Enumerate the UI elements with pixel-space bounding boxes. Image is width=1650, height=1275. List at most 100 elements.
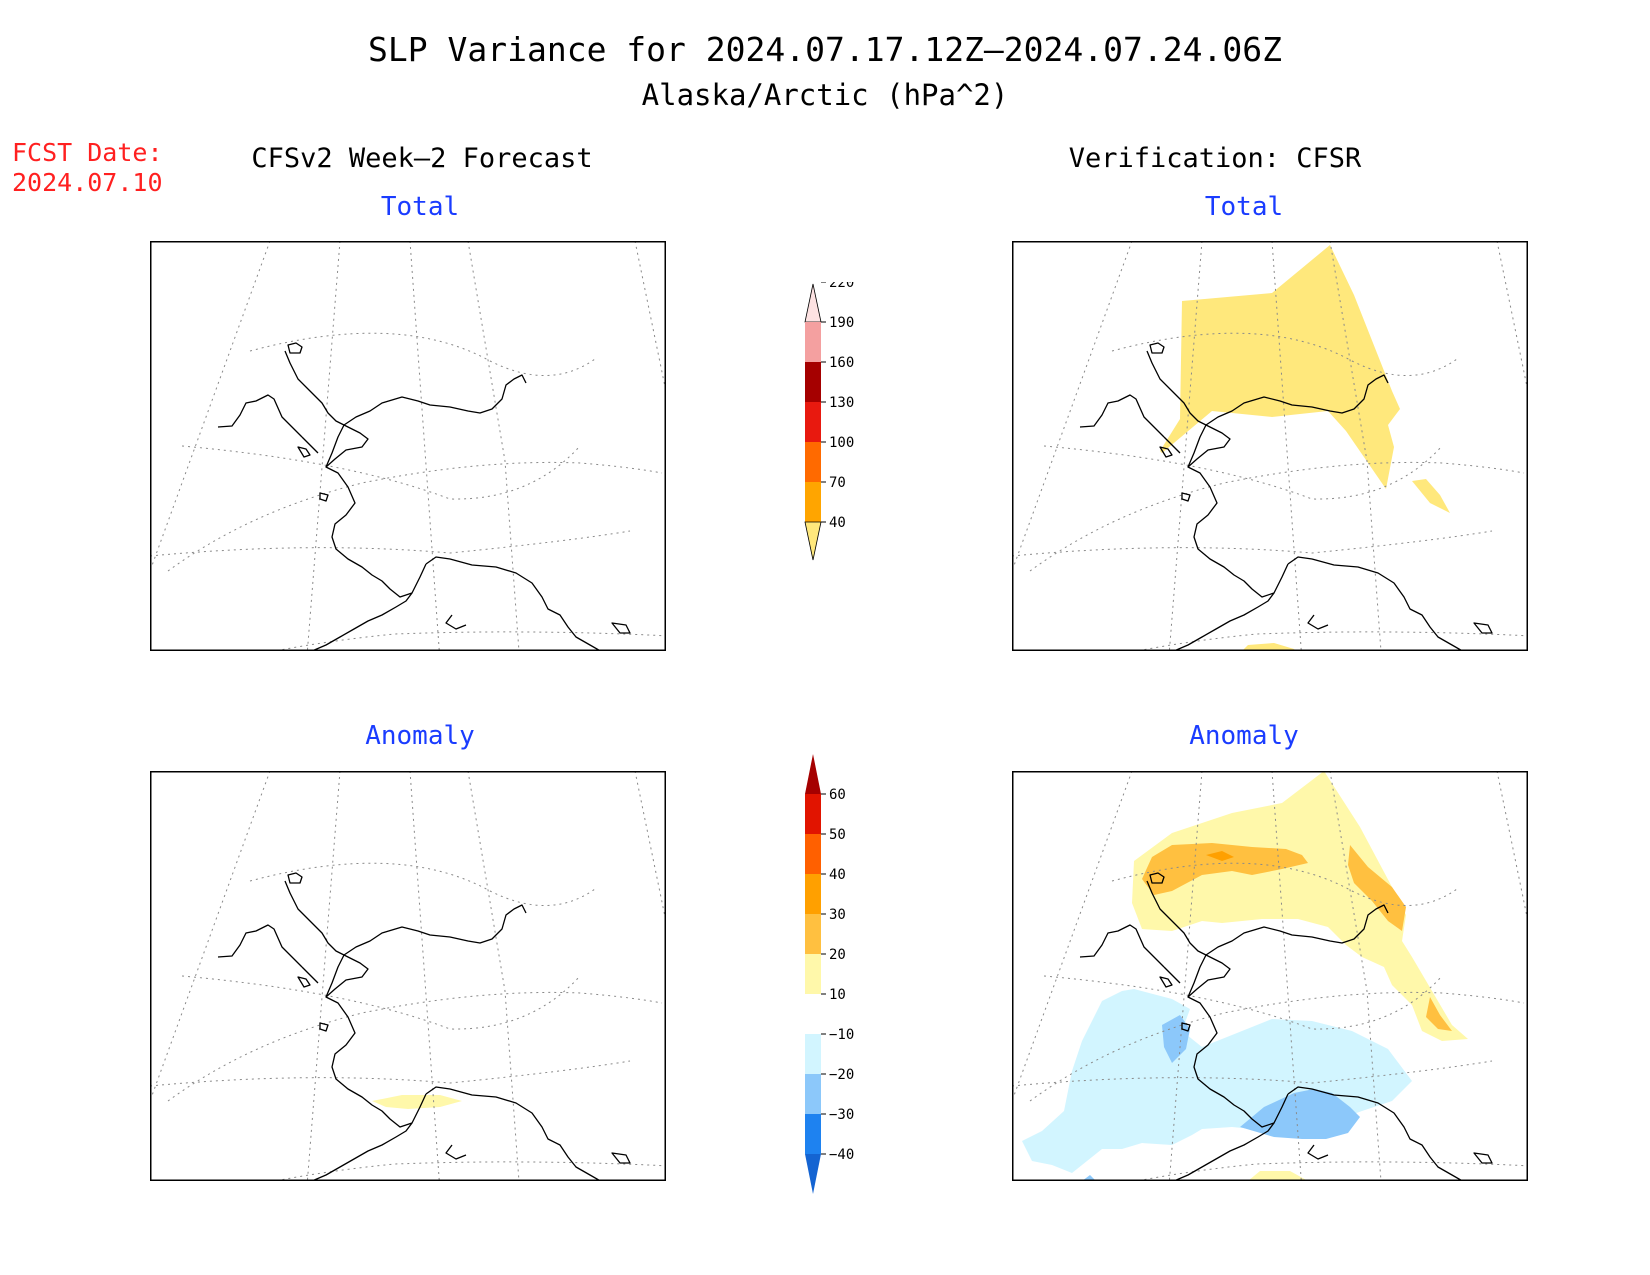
coastline [311,592,413,651]
colorbar-box [805,794,821,834]
coastline [217,924,303,968]
colorbar-box [805,362,821,402]
coastline [311,1122,413,1181]
coastline [1287,1086,1464,1181]
coastline [1079,924,1165,968]
colorbar-box [805,834,821,874]
coastline [1146,350,1289,598]
forecast-total-map [150,241,666,651]
coastline [325,904,527,998]
coastline [301,966,319,984]
coastline [611,622,631,634]
coastline [297,446,311,458]
variance-contour-fill [1162,1015,1190,1063]
verification-total-title: Total [1204,192,1284,222]
colorbar-box [805,994,821,1034]
graticule-line [181,975,581,1030]
variance-contour-fill [1160,245,1400,489]
colorbar-tick-label: 40 [829,515,846,531]
graticule-line [1043,975,1443,1030]
variance-contour-fill [1142,843,1308,895]
coastline [1307,1144,1329,1160]
coastline [287,872,303,884]
colorbar-tick-label: 160 [829,355,854,371]
total-colorbar: 40 70 100 130 160 190 220 [804,282,854,561]
coastline [1163,966,1181,984]
coastline [445,614,467,630]
coastline [1163,436,1181,454]
coastline [301,436,319,454]
graticule-line [1329,241,1382,651]
coastline [1159,446,1173,458]
verification-anomaly-title: Anomaly [1189,721,1299,751]
graticule-line [1329,771,1382,1181]
colorbar-tick-label: −30 [829,1107,854,1123]
coastline [1159,976,1173,988]
graticule-line [467,241,520,651]
colorbar-box [805,1114,821,1154]
verification-column-title: Verification: CFSR [1068,143,1362,174]
coastline [287,342,303,354]
colorbar-tick-label: 50 [829,827,846,843]
forecast-total-title: Total [380,192,460,222]
variance-contour-fill [1206,851,1234,861]
verification-anomaly-map [1012,771,1528,1181]
variance-contour-fill [1240,1089,1360,1139]
colorbar-box [805,954,821,994]
coastline [1149,342,1165,354]
colorbar-box [805,402,821,442]
colorbar-tick-label: 220 [829,282,854,291]
verification-total-map [1012,241,1528,651]
anomaly-colorbar: −40 −30 −20 −10 10 20 30 40 50 60 [805,754,854,1194]
fcst-date-label: FCST Date: [12,138,163,167]
figure-title: SLP Variance for 2024.07.17.12Z—2024.07.… [368,30,1282,69]
variance-contour-fill [1242,643,1296,651]
coastline [284,880,427,1128]
coastline [284,350,427,598]
coastline [319,492,329,502]
coastline [297,976,311,988]
fcst-date-value: 2024.07.10 [12,168,163,197]
coastline [319,1022,329,1032]
colorbar-box [805,1034,821,1074]
coastline [1287,556,1464,651]
variance-contour-fill [1426,997,1452,1031]
coastline [1307,614,1329,630]
colorbar-tick-label: −20 [829,1067,854,1083]
forecast-column-title: CFSv2 Week—2 Forecast [251,143,593,174]
coastline [1187,374,1389,468]
coastline [1181,492,1191,502]
colorbar-tick-label: 10 [829,987,846,1003]
colorbar-tick-label: −40 [829,1147,854,1163]
colorbar-arrow-top [804,283,822,323]
figure-subtitle: Alaska/Arctic (hPa^2) [641,78,1009,112]
graticule-line [1012,771,1133,1102]
coastline [1187,904,1389,998]
graticule-line [181,445,581,500]
coastline [1473,1152,1493,1164]
variance-contour-fill [372,1095,462,1109]
coastline [1173,592,1275,651]
colorbar-arrow-bottom [804,521,822,561]
colorbar-tick-label: 20 [829,947,846,963]
colorbar-box [805,442,821,482]
coastline [217,394,303,438]
coastline [1146,880,1289,1128]
colorbar-tick-label: 70 [829,475,846,491]
coastline [611,1152,631,1164]
colorbar-arrow-top [805,754,821,794]
colorbar-tick-label: −10 [829,1027,854,1043]
colorbar-tick-label: 190 [829,315,854,331]
coastline [1173,1122,1275,1181]
colorbar-box [805,1074,821,1114]
colorbar-tick-label: 60 [829,787,846,803]
forecast-anomaly-map [150,771,666,1181]
coastline [325,374,527,468]
graticule-line [467,771,520,1181]
coastline [1473,622,1493,634]
coastline [445,1144,467,1160]
variance-contour-fill [1248,1171,1308,1181]
colorbar-arrow-bottom [805,1154,821,1194]
graticule-line [1012,241,1133,572]
coastline [1079,394,1165,438]
